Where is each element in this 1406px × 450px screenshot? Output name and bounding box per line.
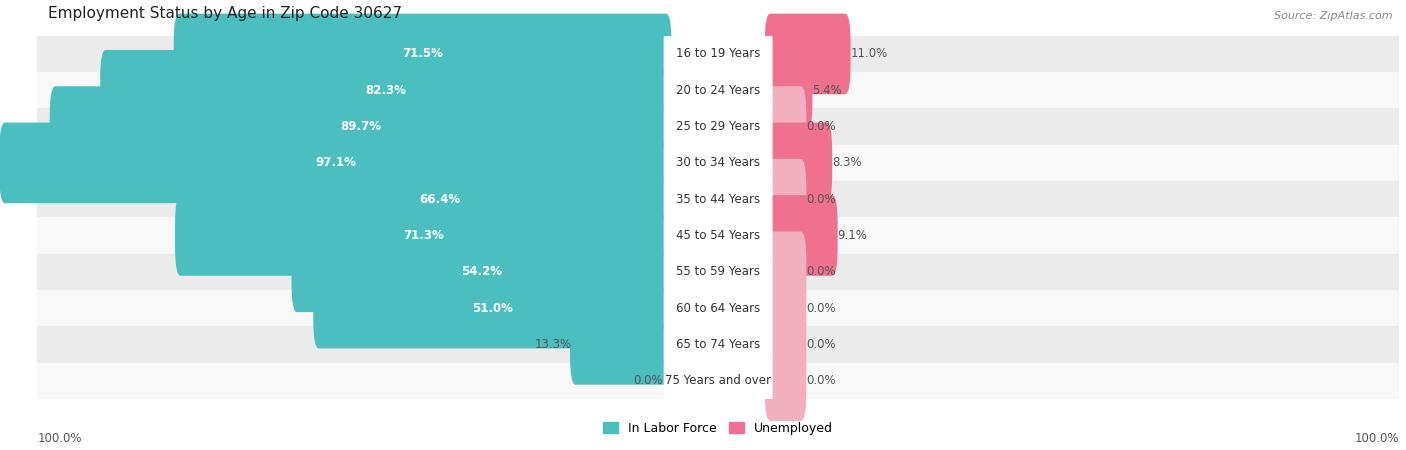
Text: 51.0%: 51.0% bbox=[472, 302, 513, 315]
Bar bbox=[37, 181, 1399, 217]
FancyBboxPatch shape bbox=[314, 268, 672, 348]
Text: 13.3%: 13.3% bbox=[534, 338, 572, 351]
Legend: In Labor Force, Unemployed: In Labor Force, Unemployed bbox=[598, 417, 838, 440]
Text: Source: ZipAtlas.com: Source: ZipAtlas.com bbox=[1274, 11, 1392, 21]
FancyBboxPatch shape bbox=[765, 122, 832, 203]
Text: 0.0%: 0.0% bbox=[806, 120, 837, 133]
Text: 30 to 34 Years: 30 to 34 Years bbox=[676, 157, 761, 169]
FancyBboxPatch shape bbox=[765, 159, 806, 239]
FancyBboxPatch shape bbox=[664, 206, 772, 265]
Text: 35 to 44 Years: 35 to 44 Years bbox=[676, 193, 761, 206]
Text: 20 to 24 Years: 20 to 24 Years bbox=[676, 84, 761, 97]
Text: 82.3%: 82.3% bbox=[366, 84, 406, 97]
FancyBboxPatch shape bbox=[765, 340, 806, 421]
FancyBboxPatch shape bbox=[100, 50, 672, 130]
FancyBboxPatch shape bbox=[765, 50, 813, 130]
Text: 11.0%: 11.0% bbox=[851, 47, 887, 60]
Text: Employment Status by Age in Zip Code 30627: Employment Status by Age in Zip Code 306… bbox=[48, 6, 402, 21]
FancyBboxPatch shape bbox=[49, 86, 672, 167]
Text: 71.5%: 71.5% bbox=[402, 47, 443, 60]
Text: 55 to 59 Years: 55 to 59 Years bbox=[676, 266, 761, 278]
Bar bbox=[37, 72, 1399, 108]
FancyBboxPatch shape bbox=[765, 231, 806, 312]
Text: 97.1%: 97.1% bbox=[315, 157, 356, 169]
Bar bbox=[37, 363, 1399, 399]
Text: 89.7%: 89.7% bbox=[340, 120, 381, 133]
Text: 25 to 29 Years: 25 to 29 Years bbox=[676, 120, 761, 133]
Text: 0.0%: 0.0% bbox=[806, 193, 837, 206]
FancyBboxPatch shape bbox=[291, 231, 672, 312]
FancyBboxPatch shape bbox=[664, 351, 772, 410]
FancyBboxPatch shape bbox=[664, 25, 772, 83]
FancyBboxPatch shape bbox=[765, 14, 851, 94]
FancyBboxPatch shape bbox=[174, 14, 672, 94]
Bar bbox=[37, 145, 1399, 181]
Bar bbox=[37, 217, 1399, 254]
Text: 0.0%: 0.0% bbox=[806, 374, 837, 387]
Text: 0.0%: 0.0% bbox=[806, 302, 837, 315]
FancyBboxPatch shape bbox=[664, 243, 772, 301]
Bar bbox=[37, 326, 1399, 363]
Text: 8.3%: 8.3% bbox=[832, 157, 862, 169]
Text: 0.0%: 0.0% bbox=[806, 266, 837, 278]
FancyBboxPatch shape bbox=[208, 159, 672, 239]
FancyBboxPatch shape bbox=[664, 97, 772, 156]
Text: 65 to 74 Years: 65 to 74 Years bbox=[676, 338, 761, 351]
FancyBboxPatch shape bbox=[664, 170, 772, 229]
FancyBboxPatch shape bbox=[569, 304, 672, 385]
Text: 45 to 54 Years: 45 to 54 Years bbox=[676, 229, 761, 242]
Text: 9.1%: 9.1% bbox=[838, 229, 868, 242]
Bar bbox=[37, 36, 1399, 72]
Text: 60 to 64 Years: 60 to 64 Years bbox=[676, 302, 761, 315]
Text: 0.0%: 0.0% bbox=[633, 374, 662, 387]
Text: 16 to 19 Years: 16 to 19 Years bbox=[676, 47, 761, 60]
Text: 5.4%: 5.4% bbox=[813, 84, 842, 97]
Text: 100.0%: 100.0% bbox=[37, 432, 82, 445]
FancyBboxPatch shape bbox=[664, 315, 772, 374]
FancyBboxPatch shape bbox=[664, 61, 772, 120]
Text: 54.2%: 54.2% bbox=[461, 266, 502, 278]
Text: 71.3%: 71.3% bbox=[404, 229, 444, 242]
FancyBboxPatch shape bbox=[765, 195, 838, 276]
FancyBboxPatch shape bbox=[765, 86, 806, 167]
FancyBboxPatch shape bbox=[176, 195, 672, 276]
Text: 0.0%: 0.0% bbox=[806, 338, 837, 351]
Bar bbox=[37, 108, 1399, 145]
Text: 75 Years and over: 75 Years and over bbox=[665, 374, 770, 387]
Bar bbox=[37, 254, 1399, 290]
FancyBboxPatch shape bbox=[664, 279, 772, 338]
FancyBboxPatch shape bbox=[664, 134, 772, 192]
FancyBboxPatch shape bbox=[765, 304, 806, 385]
Bar bbox=[37, 290, 1399, 326]
Text: 100.0%: 100.0% bbox=[1354, 432, 1399, 445]
FancyBboxPatch shape bbox=[0, 122, 672, 203]
Text: 66.4%: 66.4% bbox=[419, 193, 461, 206]
FancyBboxPatch shape bbox=[765, 268, 806, 348]
